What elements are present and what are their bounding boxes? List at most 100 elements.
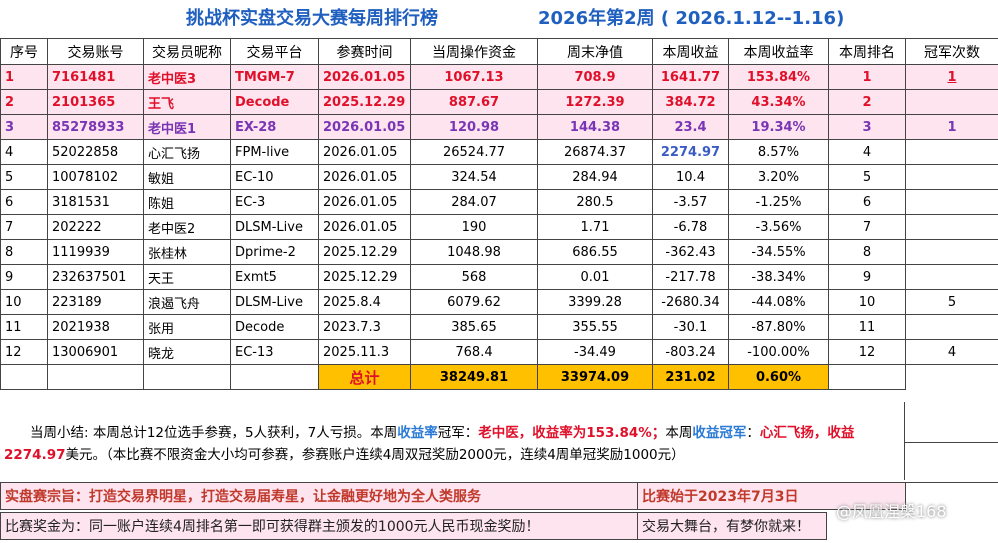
- slogan: 交易大舞台，有梦你就来！: [637, 512, 827, 540]
- total-row: 总计 38249.81 33974.09 231.02 0.60%: [0, 364, 998, 390]
- cell: -6.78: [652, 214, 729, 240]
- total-value: 33974.09: [537, 364, 653, 390]
- cell: -30.1: [652, 314, 729, 340]
- summary-text: 本周: [665, 425, 693, 441]
- cell: 2026.01.05: [318, 114, 411, 140]
- cell: Dprime-2: [230, 239, 319, 265]
- cell: 12: [0, 339, 48, 365]
- cell: 5: [905, 289, 998, 315]
- cell: DLSM-Live: [230, 214, 319, 240]
- cell: -100.00%: [728, 339, 829, 365]
- total-value: 0.60%: [728, 364, 829, 390]
- header-cell: 周末净值: [537, 38, 653, 65]
- cell: Decode: [230, 89, 319, 115]
- cell: 1: [905, 64, 998, 90]
- cell: 223189: [47, 289, 144, 315]
- ranking-table: 序号 交易账号 交易员昵称 交易平台 参赛时间 当周操作资金 周末净值 本周收益 本周收益率 本周…: [0, 38, 998, 390]
- cell: -3.57: [652, 189, 729, 215]
- data-row: 11 2021938 张用 Decode 2023.7.3 385.65 355.55 -30…: [0, 314, 998, 340]
- cell: 天王: [143, 264, 231, 290]
- cell: 3.20%: [728, 164, 829, 190]
- cell: 1272.39: [537, 89, 653, 115]
- header-cell: 交易员昵称: [143, 38, 231, 65]
- cell: 355.55: [537, 314, 653, 340]
- cell: 11: [828, 314, 906, 340]
- cell: 384.72: [652, 89, 729, 115]
- cell: 10078102: [47, 164, 144, 190]
- cell: 2: [0, 89, 48, 115]
- cell: 10: [828, 289, 906, 315]
- total-value: 231.02: [652, 364, 729, 390]
- summary-text: ：: [746, 425, 760, 441]
- cell: 7: [828, 214, 906, 240]
- cell: 心汇飞扬: [143, 139, 231, 165]
- data-row: 10 223189 浪遏飞舟 DLSM-Live 2025.8.4 6079.62 3399…: [0, 289, 998, 315]
- cell: 8: [0, 239, 48, 265]
- cell: 85278933: [47, 114, 144, 140]
- cell: 6: [828, 189, 906, 215]
- cell: 280.5: [537, 189, 653, 215]
- cell: Decode: [230, 314, 319, 340]
- cell: 2025.12.29: [318, 239, 411, 265]
- start-date: 比赛始于2023年7月3日: [637, 482, 906, 510]
- header-cell: 序号: [0, 38, 48, 65]
- summary-text: 冠军：: [437, 425, 479, 441]
- cell: 2026.01.05: [318, 64, 411, 90]
- cell: 10.4: [652, 164, 729, 190]
- cell: -2680.34: [652, 289, 729, 315]
- cell: -3.56%: [728, 214, 829, 240]
- cell: [905, 164, 998, 190]
- cell: 2026.01.05: [318, 189, 411, 215]
- cell: 120.98: [410, 114, 538, 140]
- cell: -217.78: [652, 264, 729, 290]
- cell: [905, 314, 998, 340]
- cell: [905, 239, 998, 265]
- cell: 153.84%: [728, 64, 829, 90]
- cell: 2: [828, 89, 906, 115]
- total-label: 总计: [318, 364, 411, 390]
- data-row: 9 232637501 天王 Exmt5 2025.12.29 568 0.01 -217.7…: [0, 264, 998, 290]
- cell: 1.71: [537, 214, 653, 240]
- summary: 当周小结: 本周总计12位选手参赛，5人获利，7人亏损。本周收益率冠军：老中医，…: [0, 402, 905, 480]
- cell: 12: [828, 339, 906, 365]
- cell: 8.57%: [728, 139, 829, 165]
- cell: 0.01: [537, 264, 653, 290]
- cell: 3: [828, 114, 906, 140]
- cell: [230, 364, 319, 390]
- cell: Exmt5: [230, 264, 319, 290]
- cell: 1: [0, 64, 48, 90]
- cell: 4: [0, 139, 48, 165]
- side-cell: [905, 402, 998, 443]
- cell: 9: [0, 264, 48, 290]
- cell: 2274.97: [652, 139, 729, 165]
- cell: 9: [828, 264, 906, 290]
- summary-text: 心汇飞扬，收益2274.97: [4, 425, 855, 463]
- header-cell: 冠军次数: [905, 38, 998, 65]
- cell: 26874.37: [537, 139, 653, 165]
- cell: 1067.13: [410, 64, 538, 90]
- data-row: 7 202222 老中医2 DLSM-Live 2026.01.05 190 1.71 -6.…: [0, 214, 998, 240]
- total-value: 38249.81: [410, 364, 538, 390]
- cell: 2025.8.4: [318, 289, 411, 315]
- cell: 1641.77: [652, 64, 729, 90]
- header-cell: 参赛时间: [318, 38, 411, 65]
- summary-text: 收益冠军: [692, 425, 747, 441]
- cell: -362.43: [652, 239, 729, 265]
- cell: -1.25%: [728, 189, 829, 215]
- header-cell: 当周操作资金: [410, 38, 538, 65]
- summary-text: 收益率: [397, 425, 438, 441]
- cell: 老中医2: [143, 214, 231, 240]
- cell: 1: [828, 64, 906, 90]
- header-cell: 本周收益率: [728, 38, 829, 65]
- cell: 13006901: [47, 339, 144, 365]
- cell: FPM-live: [230, 139, 319, 165]
- cell: TMGM-7: [230, 64, 319, 90]
- cell: -34.49: [537, 339, 653, 365]
- data-row: 12 13006901 晓龙 EC-13 2025.11.3 768.4 -34.49 -80…: [0, 339, 998, 365]
- cell: [905, 214, 998, 240]
- cell: 老中医3: [143, 64, 231, 90]
- cell: 2025.11.3: [318, 339, 411, 365]
- cell: 190: [410, 214, 538, 240]
- cell: 202222: [47, 214, 144, 240]
- cell: 708.9: [537, 64, 653, 90]
